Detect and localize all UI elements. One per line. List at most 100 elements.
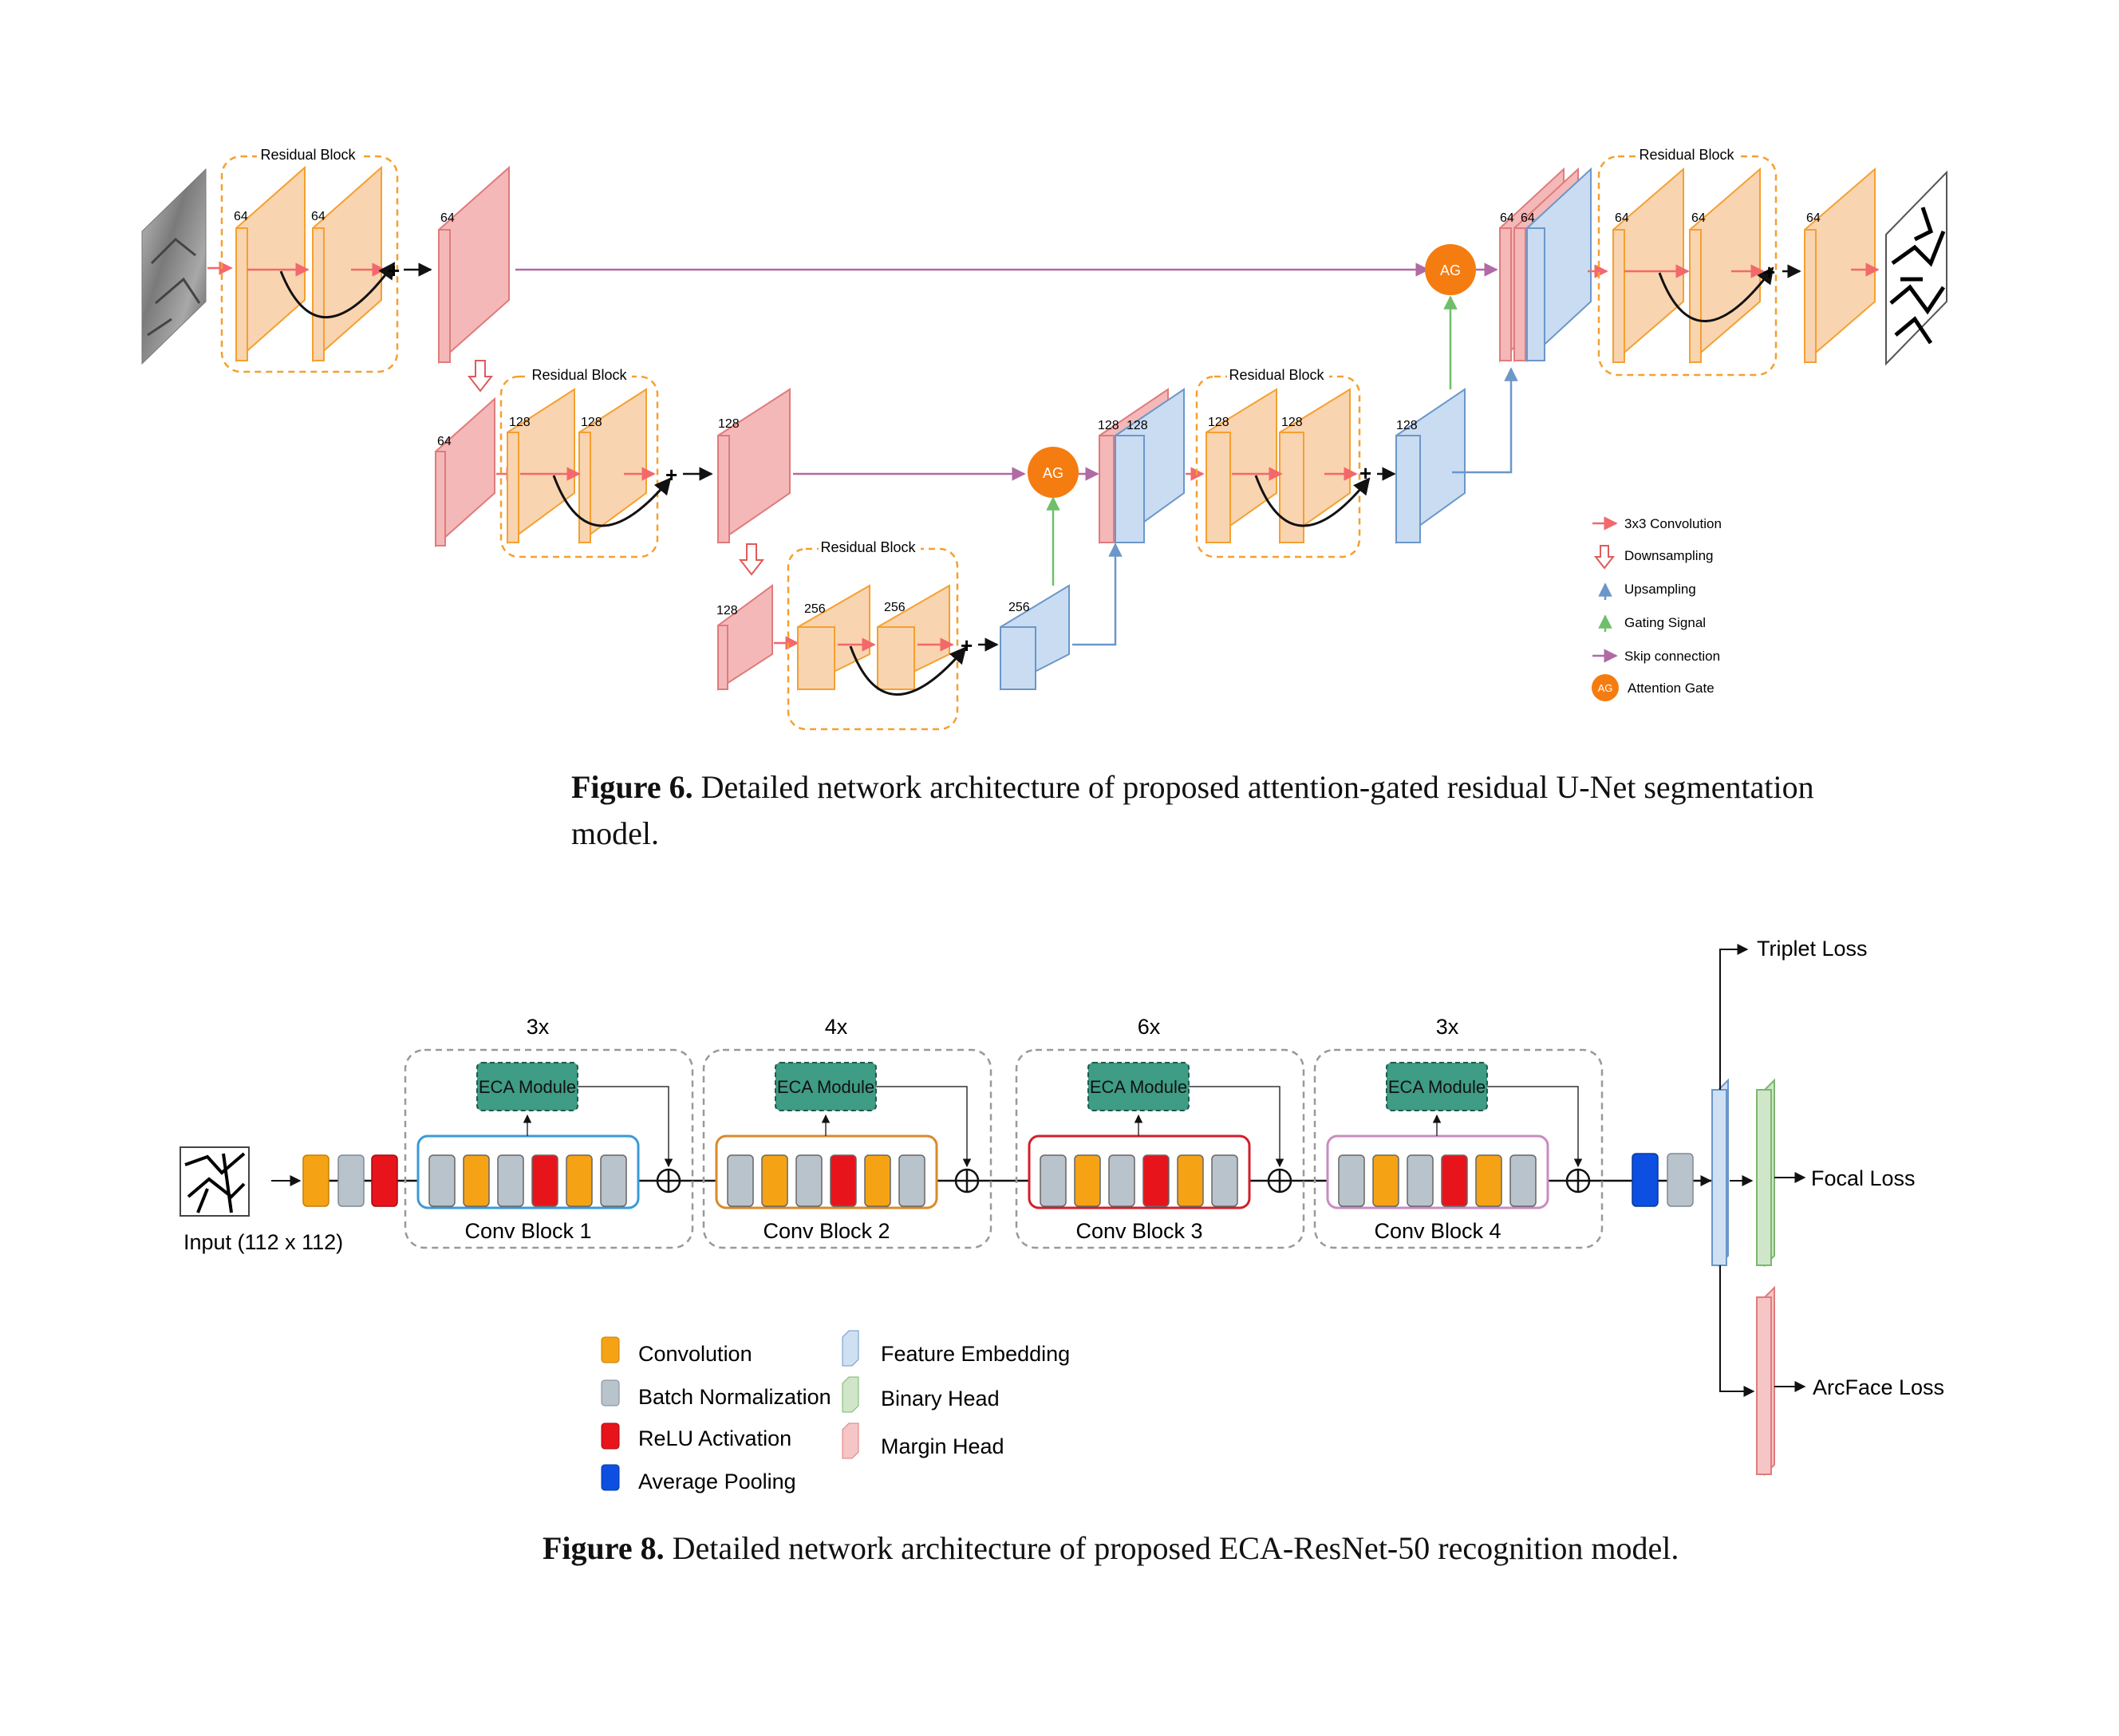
legend-down-label: Downsampling [1624, 548, 1714, 563]
repeat-label: 3x [527, 1015, 550, 1039]
layer-bn [1509, 1154, 1537, 1207]
arcface-branch [1719, 1265, 1755, 1397]
channel-label: 128 [1396, 419, 1418, 432]
encoder-block-row2-64: 64 [435, 397, 495, 548]
channel-label: 128 [1098, 419, 1119, 432]
legend-batch-norm-label: Batch Normalization [638, 1385, 831, 1409]
conv-block-4: 3x ECA Module Conv Block 4 [1313, 1015, 1604, 1249]
repeat-label: 3x [1436, 1015, 1459, 1039]
residual-block-label: Residual Block [260, 147, 356, 163]
residual-block-4: Residual Block 128 128 + [1195, 367, 1371, 558]
legend-binary-head-label: Binary Head [881, 1387, 1000, 1410]
channel-label: 128 [509, 416, 531, 429]
eca-module [1087, 1062, 1190, 1111]
output-mask-image [1885, 170, 1947, 366]
layer-bn [1338, 1154, 1365, 1207]
repeat-label: 4x [825, 1015, 848, 1039]
block-group-outline [1313, 1048, 1604, 1249]
eca-module-label: ECA Module [1388, 1077, 1486, 1097]
figure8-caption-label: Figure 8. [543, 1530, 665, 1566]
attention-gate-2: AG [1028, 447, 1079, 498]
focal-loss-label: Focal Loss [1811, 1166, 1916, 1190]
figure6-legend: 3x3 Convolution Downsampling Upsampling … [1592, 516, 1722, 701]
triplet-loss-label: Triplet Loss [1757, 937, 1868, 961]
figure-6: Residual Block 64 64 + 64 [141, 147, 1947, 731]
arcface-loss-label: ArcFace Loss [1813, 1375, 1944, 1399]
input-image [141, 168, 207, 365]
figure8-caption: Figure 8. Detailed network architecture … [543, 1525, 1979, 1572]
channel-label: 64 [311, 210, 326, 223]
stem-relu-layer [371, 1154, 398, 1207]
channel-label: 128 [716, 604, 738, 617]
binary-head-layer [1756, 1078, 1775, 1268]
avg-pool-layer [1632, 1153, 1659, 1207]
plus-sign: + [665, 463, 677, 487]
layer-relu [1142, 1154, 1170, 1207]
figure8-caption-text: Detailed network architecture of propose… [672, 1530, 1679, 1566]
channel-label: 256 [804, 602, 826, 616]
legend-relu-label: ReLU Activation [638, 1426, 791, 1450]
layer-bn [898, 1154, 925, 1207]
legend-conv-label: 3x3 Convolution [1624, 516, 1722, 531]
decoder-block-128: 128 [1395, 388, 1466, 544]
stem-bn-layer [337, 1154, 365, 1207]
layer-bn [1108, 1154, 1135, 1207]
channel-label: 128 [1281, 416, 1303, 429]
downsampling-arrow [467, 360, 494, 393]
residual-block-label: Residual Block [1639, 147, 1734, 163]
channel-label: 64 [234, 210, 248, 223]
feature-embedding-layer [1711, 1078, 1729, 1268]
legend-avg-pool-label: Average Pooling [638, 1470, 796, 1493]
eca-module-label: ECA Module [1090, 1077, 1187, 1097]
layer-bn [428, 1154, 456, 1207]
layer-bn [600, 1154, 627, 1207]
conv-block-1: 3x ECA Module Conv Block 1 [404, 1015, 694, 1249]
layer-conv [864, 1154, 891, 1207]
channel-label: 64 [437, 435, 452, 448]
conv-block-name: Conv Block 1 [464, 1219, 591, 1243]
layer-bn [727, 1154, 754, 1207]
encoder-block-64: 64 [438, 165, 510, 365]
legend-feature-embedding-label: Feature Embedding [881, 1342, 1070, 1366]
layer-conv [761, 1154, 788, 1207]
channel-label: 64 [1521, 211, 1535, 225]
decoder-concat-64: 64 64 [1499, 167, 1592, 363]
figure-8: Input (112 x 112) 3x ECA Module Conv Block… [180, 937, 1944, 1493]
residual-block-label: Residual Block [1229, 367, 1324, 383]
margin-head-layer [1756, 1285, 1775, 1477]
input-label: Input (112 x 112) [183, 1230, 343, 1254]
plus-sign: + [1359, 461, 1371, 485]
plus-sign: + [388, 258, 400, 282]
conv-block-name: Conv Block 2 [763, 1219, 890, 1243]
layer-conv [1372, 1154, 1399, 1207]
eca-module-label: ECA Module [479, 1077, 576, 1097]
residual-block-label: Residual Block [820, 539, 916, 555]
channel-label: 64 [440, 211, 455, 225]
channel-label: 128 [581, 416, 602, 429]
conv-block-2: 4x ECA Module Conv Block 2 [702, 1015, 992, 1249]
layer-conv [1074, 1154, 1101, 1207]
legend-gating-label: Gating Signal [1624, 615, 1706, 630]
input-image-fig8: Input (112 x 112) [180, 1146, 343, 1254]
layer-bn [1211, 1154, 1238, 1207]
eca-module [1386, 1062, 1488, 1111]
conv-blocks: 3x ECA Module Conv Block 1 4x ECA Module Conv… [404, 1015, 1604, 1249]
decoder-concat-128: 128 128 [1098, 388, 1185, 544]
channel-label: 64 [1691, 211, 1706, 225]
legend-skip-label: Skip connection [1624, 649, 1720, 664]
repeat-label: 6x [1138, 1015, 1161, 1039]
conv-block-name: Conv Block 3 [1075, 1219, 1202, 1243]
stem-conv-layer [302, 1154, 329, 1207]
output-conv-64: 64 [1804, 167, 1876, 365]
layer-bn [497, 1154, 524, 1207]
block-group-outline [702, 1048, 992, 1249]
figure8-legend: Convolution Batch Normalization ReLU Act… [601, 1330, 1070, 1493]
layer-conv [1177, 1154, 1204, 1207]
downsampling-arrow [738, 543, 765, 576]
figure6-caption: Figure 6. Detailed network architecture … [571, 764, 2007, 857]
encoder-block-row3-128: 128 [716, 584, 773, 691]
residual-block-1: Residual Block 64 64 + [220, 147, 400, 373]
layer-relu [1441, 1154, 1468, 1207]
residual-block-2: Residual Block 128 128 + [499, 367, 677, 558]
eca-module [476, 1062, 578, 1111]
